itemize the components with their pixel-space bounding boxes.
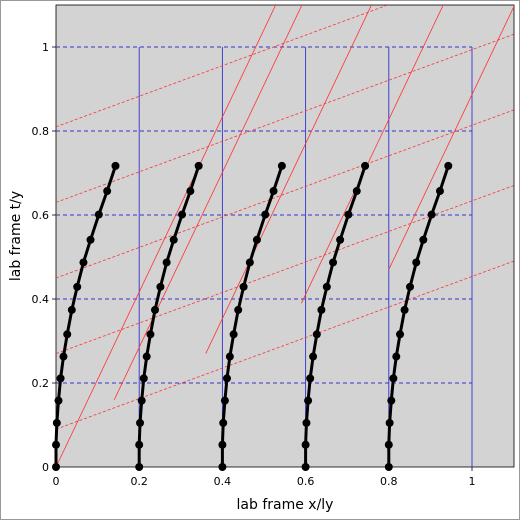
y-tick-label: 0.2 [32, 377, 50, 390]
axes: 0 0.2 0.4 0.6 0.8 1 0 0.2 0.4 0.6 0.8 1 [32, 41, 476, 488]
series-point [302, 418, 311, 427]
moving-frame-simultaneity-line [56, 109, 514, 279]
series-point [261, 210, 270, 219]
series-point [336, 235, 345, 244]
series-point [329, 258, 338, 267]
series-point [229, 330, 238, 339]
series-point [444, 161, 453, 170]
series-point [304, 396, 313, 405]
series-point [245, 258, 254, 267]
y-tick-label: 0.6 [32, 209, 50, 222]
worldline-series-3 [301, 161, 370, 471]
series-point [387, 396, 396, 405]
series-point [178, 210, 187, 219]
series-point [322, 282, 331, 291]
series-point [67, 305, 76, 314]
moving-frame-simultaneity-line [56, 5, 389, 128]
series-point [59, 352, 68, 361]
series-point [301, 440, 310, 449]
series-point [352, 187, 361, 196]
series-point [396, 330, 405, 339]
series-point [392, 352, 401, 361]
series-point [218, 440, 227, 449]
series-point [169, 235, 178, 244]
x-tick-label: 0.6 [297, 475, 315, 488]
series-point [94, 210, 103, 219]
moving-frame-worldline [56, 5, 277, 467]
worldline-series-2 [218, 161, 286, 471]
series-point [73, 282, 82, 291]
series-point [406, 282, 415, 291]
moving-frame-simultaneity-line [56, 260, 514, 430]
series-point [146, 330, 155, 339]
series-point [412, 258, 421, 267]
series-point [384, 440, 393, 449]
series-point [361, 161, 370, 170]
series-point [220, 396, 229, 405]
series-point [194, 161, 203, 170]
moving-frame-simultaneity-line [56, 185, 514, 354]
series-point [86, 235, 95, 244]
series-point [137, 396, 146, 405]
x-tick-label: 0 [53, 475, 60, 488]
worldline-series-4 [384, 161, 453, 471]
series-point [186, 187, 195, 196]
series-point [54, 396, 63, 405]
series-point [239, 282, 248, 291]
series-point [56, 374, 65, 383]
series-point [103, 187, 112, 196]
series-point [222, 374, 231, 383]
moving-frame-worldline [113, 5, 303, 400]
series-point [312, 330, 321, 339]
series-point [306, 374, 315, 383]
y-tick-label: 0 [42, 461, 49, 474]
series-point [234, 305, 243, 314]
y-tick-label: 0.4 [32, 293, 50, 306]
plot-area [55, 4, 515, 468]
series-point [344, 210, 353, 219]
series-point [135, 440, 144, 449]
moving-frame-simultaneity-line [56, 34, 514, 203]
x-tick-label: 1 [469, 475, 476, 488]
series-point [136, 418, 145, 427]
series-point [219, 418, 228, 427]
series-point [79, 258, 88, 267]
series-point [400, 305, 409, 314]
series-point [389, 374, 398, 383]
x-axis-label: lab frame x/ly [237, 497, 334, 513]
series-point [162, 258, 171, 267]
series-point [111, 161, 120, 170]
series-point [385, 418, 394, 427]
series-group [52, 161, 453, 471]
x-tick-label: 0.4 [214, 475, 232, 488]
y-tick-label: 0.8 [32, 125, 50, 138]
series-point [419, 235, 428, 244]
series-point [63, 330, 72, 339]
worldline-series-1 [135, 161, 203, 471]
series-point [156, 282, 165, 291]
x-tick-label: 0.2 [130, 475, 148, 488]
series-point [269, 187, 278, 196]
series-point [252, 235, 261, 244]
series-point [52, 418, 61, 427]
series-point [309, 352, 318, 361]
series-point [317, 305, 326, 314]
moving-frame-worldline [388, 5, 514, 270]
series-point [427, 210, 436, 219]
y-axis-label: lab frame t/y [8, 191, 24, 281]
series-point [142, 352, 151, 361]
series-point [139, 374, 148, 383]
series-point [52, 440, 60, 449]
series-point [151, 305, 160, 314]
worldline-series-0 [52, 161, 120, 471]
x-tick-label: 0.8 [380, 475, 398, 488]
moving-frame-worldline [301, 5, 444, 304]
series-point [435, 187, 444, 196]
series-point [277, 161, 286, 170]
series-point [225, 352, 234, 361]
y-tick-label: 1 [42, 41, 49, 54]
